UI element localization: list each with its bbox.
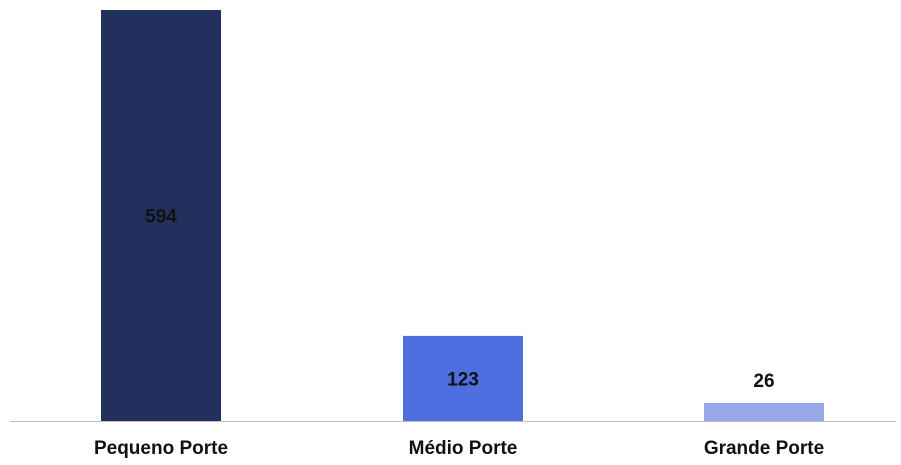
bars-layer xyxy=(101,10,824,421)
value-label-2: 123 xyxy=(447,369,479,390)
category-labels-layer: Pequeno Porte Médio Porte Grande Porte xyxy=(94,438,824,459)
value-labels-layer: 594 123 26 xyxy=(145,207,774,393)
category-label-3: Grande Porte xyxy=(704,438,824,459)
bar-2 xyxy=(403,335,523,421)
value-label-3: 26 xyxy=(753,371,774,392)
bar-1 xyxy=(101,10,221,421)
category-label-1: Pequeno Porte xyxy=(94,438,228,459)
category-label-2: Médio Porte xyxy=(409,438,518,459)
value-label-1: 594 xyxy=(145,207,177,228)
bar-3 xyxy=(704,403,824,421)
